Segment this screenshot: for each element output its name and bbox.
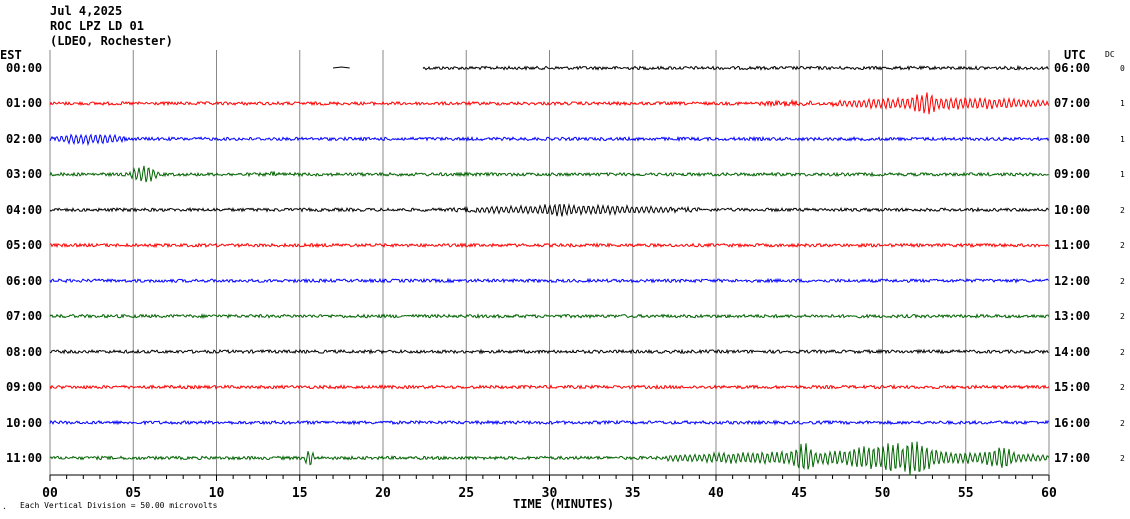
utc-label: 09:00 — [1054, 167, 1091, 182]
x-tick-label: 60 — [1041, 486, 1057, 501]
utc-label: 10:00 — [1054, 202, 1091, 217]
utc-label: 11:00 — [1054, 238, 1091, 253]
dc-value: 2 — [1120, 241, 1125, 251]
dc-value: 2 — [1120, 312, 1125, 322]
station-label: ROC LPZ LD 01 — [50, 19, 144, 33]
seismic-trace — [49, 383, 1050, 390]
network-label: (LDEO, Rochester) — [50, 34, 173, 48]
dc-value: 1 — [1120, 134, 1125, 144]
dc-value: 2 — [1120, 347, 1125, 357]
dc-value: 2 — [1120, 276, 1125, 286]
est-label: 06:00 — [6, 273, 43, 288]
x-tick-label: 25 — [458, 486, 474, 501]
x-tick-label: 10 — [209, 486, 225, 501]
est-label: 00:00 — [6, 61, 43, 75]
utc-label: 06:00 — [1054, 61, 1091, 75]
seismic-trace — [49, 242, 1050, 249]
est-label: 01:00 — [6, 96, 43, 111]
est-label: 10:00 — [6, 415, 43, 430]
utc-label: 15:00 — [1054, 380, 1091, 395]
utc-label: 17:00 — [1054, 450, 1091, 465]
seismic-trace — [49, 165, 1050, 183]
est-label: 05:00 — [6, 238, 43, 253]
est-label: 09:00 — [6, 380, 43, 395]
est-label: 04:00 — [6, 202, 43, 217]
x-tick-label: 35 — [625, 486, 641, 501]
x-tick-label: 40 — [708, 486, 724, 501]
utc-label: 14:00 — [1054, 344, 1091, 359]
dc-value: 1 — [1120, 99, 1125, 109]
x-tick-label: 30 — [542, 486, 558, 501]
dc-value: 2 — [1120, 418, 1125, 428]
x-axis-title: TIME (MINUTES) — [513, 497, 615, 511]
dc-header: DC — [1105, 50, 1115, 59]
dc-value: 2 — [1120, 383, 1125, 393]
x-tick-label: 15 — [292, 486, 308, 501]
utc-label: 07:00 — [1054, 96, 1091, 111]
x-tick-label: 00 — [42, 486, 58, 501]
utc-label: 08:00 — [1054, 131, 1091, 146]
seismic-trace — [49, 441, 1050, 476]
seismic-trace — [49, 133, 1050, 147]
utc-label: 16:00 — [1054, 415, 1091, 430]
seismic-trace-fragment — [332, 66, 350, 69]
x-tick-label: 55 — [958, 486, 974, 501]
right-timezone: UTC — [1064, 48, 1086, 62]
date-label: Jul 4,2025 — [50, 4, 123, 18]
x-tick-label: 45 — [791, 486, 807, 501]
seismic-trace — [49, 202, 1050, 217]
x-tick-label: 20 — [375, 486, 391, 501]
x-tick-label: 50 — [875, 486, 891, 501]
est-label: 07:00 — [6, 309, 43, 324]
seismic-trace — [49, 312, 1050, 320]
est-label: 11:00 — [6, 450, 43, 465]
dc-value: 1 — [1120, 170, 1125, 180]
seismic-trace — [49, 277, 1050, 284]
est-label: 08:00 — [6, 344, 43, 359]
est-label: 02:00 — [6, 131, 43, 146]
est-label: 03:00 — [6, 167, 43, 182]
x-tick-label: 05 — [125, 486, 141, 501]
corner-mark: . — [2, 502, 7, 511]
seismic-trace — [50, 348, 1050, 355]
left-timezone: EST — [0, 48, 22, 62]
seismic-trace — [422, 64, 1050, 72]
dc-value: 2 — [1120, 205, 1125, 215]
utc-label: 13:00 — [1054, 309, 1091, 324]
scale-note: Each Vertical Division = 50.00 microvolt… — [20, 501, 218, 510]
utc-label: 12:00 — [1054, 273, 1091, 288]
seismic-trace — [49, 92, 1050, 115]
dc-value: 2 — [1120, 453, 1125, 463]
dc-value: 0 — [1120, 64, 1125, 73]
seismic-trace — [49, 419, 1050, 426]
